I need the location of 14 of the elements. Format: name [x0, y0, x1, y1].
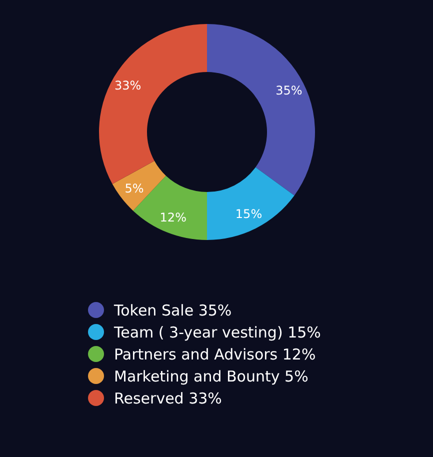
- donut-slice: [207, 167, 294, 240]
- donut-slice: [112, 160, 166, 211]
- data-label: 33%: [114, 78, 142, 92]
- data-label: 35%: [276, 83, 302, 98]
- data-label: 15%: [235, 207, 262, 222]
- donut-slice: [99, 24, 207, 184]
- donut-slice: [207, 24, 315, 196]
- legend-label: Token Sale 35%: [113, 301, 232, 320]
- legend-label: Marketing and Bounty 5%: [114, 367, 308, 386]
- data-label: 5%: [124, 182, 144, 196]
- legend-label: Partners and Advisors 12%: [114, 345, 316, 364]
- legend-label: Team ( 3-year vesting) 15%: [113, 323, 321, 342]
- legend-label: Reserved 33%: [114, 389, 222, 408]
- data-label: 12%: [160, 210, 186, 225]
